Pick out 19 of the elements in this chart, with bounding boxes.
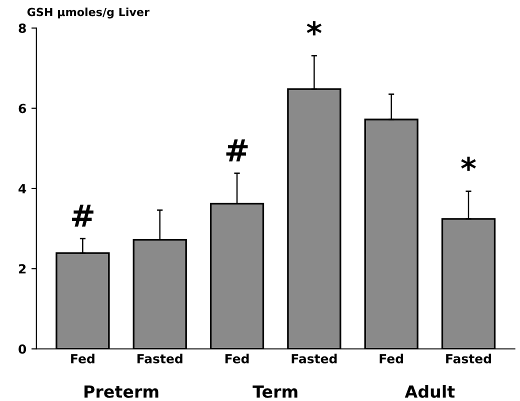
y-tick-label: 6 bbox=[18, 104, 26, 114]
text: Adult bbox=[404, 384, 455, 398]
text: Term bbox=[252, 385, 298, 398]
x-tick-label: Fasted bbox=[292, 354, 337, 364]
text: Preterm bbox=[84, 385, 158, 398]
x-tick-label: Fed bbox=[225, 354, 249, 364]
data-label: # bbox=[226, 139, 248, 162]
data-label: # bbox=[72, 204, 94, 227]
x-tick-label: Fed bbox=[71, 354, 94, 364]
x-tick-label: Fed bbox=[380, 354, 404, 364]
data-label: * bbox=[306, 21, 322, 36]
data-label: * bbox=[461, 156, 476, 171]
x-tick-label: Fasted bbox=[446, 354, 491, 364]
y-axis-title: GSH µmoles/g Liver bbox=[27, 8, 150, 18]
y-tick-label: 4 bbox=[18, 184, 26, 194]
x-tick-label: Fasted bbox=[137, 354, 182, 364]
y-tick-label: 0 bbox=[18, 344, 26, 354]
y-tick-label: 2 bbox=[18, 264, 26, 274]
y-tick-label: 8 bbox=[18, 24, 26, 33]
